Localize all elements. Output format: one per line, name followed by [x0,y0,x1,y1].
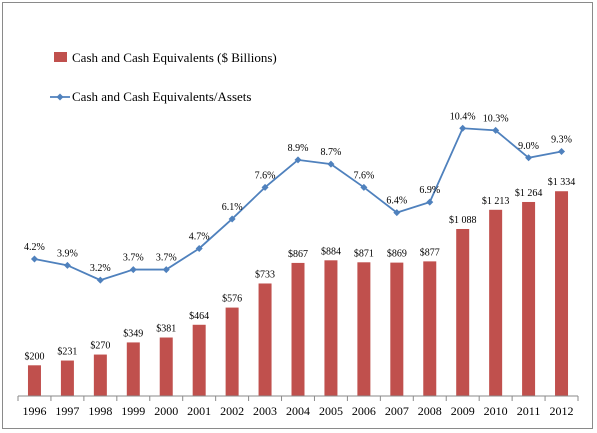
ratio-label-2006: 7.6% [353,170,374,181]
ratio-point-2009 [459,124,467,132]
bar-label-1998: $270 [90,341,110,352]
ratio-label-1999: 3.7% [123,253,144,264]
ratio-label-2002: 6.1% [222,202,243,213]
x-tick-label-1998: 1998 [88,404,112,418]
x-tick-label-1999: 1999 [121,404,145,418]
bar-1997 [60,360,74,396]
ratio-point-1997 [63,261,71,269]
bar-label-2002: $576 [222,294,242,305]
ratio-point-2010 [492,126,500,134]
bar-label-2010: $1 213 [482,196,510,207]
ratio-point-1998 [96,276,104,284]
bar-2000 [159,337,173,396]
legend-swatch-bars [54,52,67,62]
bar-label-2004: $867 [288,249,308,260]
bar-2001 [192,324,206,396]
bar-2008 [423,261,437,396]
x-tick-label-2004: 2004 [286,404,310,418]
bar-label-2012: $1 334 [548,177,576,188]
ratio-label-2001: 4.7% [189,231,210,242]
ratio-point-2000 [162,266,170,274]
x-tick-label-2006: 2006 [352,404,376,418]
ratio-point-2004 [294,156,302,164]
x-tick-label-2002: 2002 [220,404,244,418]
ratio-label-2011: 9.0% [518,141,539,152]
bar-label-2008: $877 [420,247,440,258]
x-tick-label-2012: 2012 [550,404,574,418]
ratio-label-2000: 3.7% [156,253,177,264]
bar-2010 [489,209,503,396]
ratio-point-2007 [393,209,401,217]
ratio-label-2007: 6.4% [386,196,407,207]
bar-label-2005: $884 [321,246,341,257]
x-tick-label-1996: 1996 [22,404,46,418]
ratio-line: 4.2% 3.9% 3.2% 3.7% 3.7% 4.7% 6.1% 7.6% 8.9% 8.7%… [24,111,572,284]
bar-2006 [357,262,371,396]
bar-2012 [555,191,569,396]
ratio-point-2011 [525,154,533,162]
ratio-point-2002 [228,215,236,223]
bar-label-2001: $464 [189,311,209,322]
x-tick-label-2000: 2000 [154,404,178,418]
bar-1999 [126,342,140,396]
legend-swatch-marker [56,93,64,101]
ratio-point-1996 [30,255,38,263]
x-tick-label-2005: 2005 [319,404,343,418]
ratio-point-2006 [360,183,368,191]
ratio-label-2012: 9.3% [551,134,572,145]
ratio-label-2005: 8.7% [321,147,342,158]
bar-label-2000: $381 [156,324,176,335]
ratio-label-2008: 6.9% [419,185,440,196]
bars: $200 $231 $270 $349 $381 $464 $576 $733 $867 $884… [24,177,575,396]
bar-1998 [93,354,107,396]
bar-label-2003: $733 [255,269,275,280]
ratio-point-2008 [426,198,434,206]
x-tick-label-2011: 2011 [517,404,541,418]
bar-label-2009: $1 088 [449,215,477,226]
legend-label-bars: Cash and Cash Equivalents ($ Billions) [72,50,277,65]
bar-label-2011: $1 264 [515,188,543,199]
ratio-point-2001 [195,244,203,252]
bar-2004 [291,262,305,396]
legend: Cash and Cash Equivalents ($ Billions) Ca… [50,50,277,104]
ratio-label-2004: 8.9% [288,143,309,154]
x-tick-label-2010: 2010 [484,404,508,418]
bar-label-1996: $200 [24,351,44,362]
bar-2005 [324,260,338,396]
bar-2011 [522,201,536,396]
x-tick-label-2003: 2003 [253,404,277,418]
legend-label-line: Cash and Cash Equivalents/Assets [72,89,251,104]
bar-label-1997: $231 [57,347,77,358]
bar-label-2006: $871 [354,248,374,259]
x-tick-label-2007: 2007 [385,404,409,418]
bar-2009 [456,228,470,396]
ratio-label-1996: 4.2% [24,242,45,253]
ratio-label-2003: 7.6% [255,170,276,181]
bar-1996 [27,365,41,396]
ratio-label-1997: 3.9% [57,248,78,259]
x-tick-label-2001: 2001 [187,404,211,418]
bar-2002 [225,307,239,396]
bar-2003 [258,283,272,396]
ratio-label-2009: 10.4% [450,111,476,122]
bar-label-2007: $869 [387,249,407,260]
x-tick-label-1997: 1997 [55,404,79,418]
x-tick-label-2009: 2009 [451,404,475,418]
bar-2007 [390,262,404,396]
bar-label-1999: $349 [123,328,143,339]
x-axis: 1996 1997 1998 1999 2000 2001 2002 2003 2004 2005… [17,395,579,418]
ratio-point-1999 [129,266,137,274]
x-tick-label-2008: 2008 [418,404,442,418]
ratio-point-2005 [327,160,335,168]
ratio-point-2012 [558,147,566,155]
ratio-label-1998: 3.2% [90,263,111,274]
ratio-label-2010: 10.3% [483,113,509,124]
ratio-point-2003 [261,183,269,191]
